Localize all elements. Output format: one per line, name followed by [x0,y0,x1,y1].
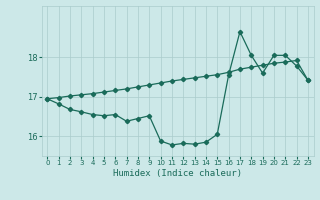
X-axis label: Humidex (Indice chaleur): Humidex (Indice chaleur) [113,169,242,178]
